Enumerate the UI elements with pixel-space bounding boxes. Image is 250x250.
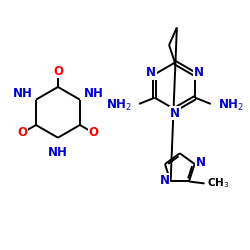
Text: O: O (18, 126, 28, 139)
Text: N: N (196, 156, 205, 168)
Text: NH: NH (48, 146, 68, 159)
Text: NH$_2$: NH$_2$ (106, 98, 132, 113)
Text: CH$_3$: CH$_3$ (208, 176, 230, 190)
Text: O: O (88, 126, 99, 139)
Text: N: N (146, 66, 156, 79)
Text: N: N (170, 107, 180, 120)
Text: N: N (194, 66, 203, 79)
Text: N: N (160, 174, 170, 187)
Text: NH$_2$: NH$_2$ (218, 98, 244, 113)
Text: NH: NH (12, 87, 32, 100)
Text: NH: NH (84, 87, 103, 100)
Text: O: O (53, 65, 63, 78)
